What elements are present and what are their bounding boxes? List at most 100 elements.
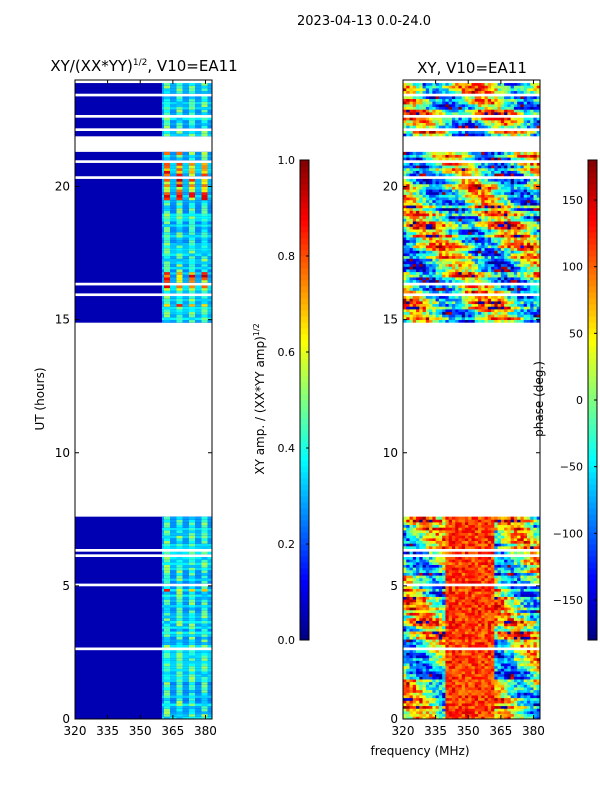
heatmap-cell (429, 585, 433, 589)
heatmap-channel (201, 673, 208, 677)
heatmap-band (161, 519, 212, 523)
heatmap-channel (201, 85, 208, 89)
heatmap-cell (471, 285, 476, 289)
heatmap-cell (455, 593, 459, 597)
heatmap-cell (491, 306, 495, 310)
heatmap-cell (523, 559, 528, 563)
heatmap-cell (442, 253, 446, 257)
heatmap-cell (500, 703, 505, 707)
heatmap-cell (458, 255, 463, 259)
heatmap-cell (406, 716, 410, 720)
heatmap-cell (422, 657, 427, 661)
heatmap-cell (526, 287, 531, 291)
heatmap-channel (163, 285, 170, 289)
heatmap-row (75, 170, 212, 174)
heatmap-band (161, 213, 212, 217)
heatmap-cell (533, 567, 538, 571)
heatmap-cell (504, 306, 508, 310)
heatmap-cell (500, 652, 505, 656)
heatmap-channel (188, 676, 195, 680)
heatmap-cell (494, 679, 498, 683)
heatmap-cell (474, 559, 479, 563)
heatmap-cell (487, 277, 492, 281)
heatmap-cell (530, 545, 534, 549)
heatmap-cell (474, 545, 479, 549)
heatmap-cell (474, 644, 479, 648)
heatmap-cell (435, 708, 440, 712)
heatmap-cell (510, 285, 515, 289)
heatmap-row (75, 234, 212, 238)
heatmap-cell (458, 266, 463, 270)
heatmap-channel (188, 306, 195, 310)
heatmap-cell (445, 711, 450, 715)
heatmap-channel (201, 319, 208, 323)
heatmap-cell (481, 711, 485, 715)
heatmap-cell (530, 601, 534, 605)
heatmap-cell (422, 543, 427, 547)
heatmap-cell (455, 591, 459, 595)
heatmap-cell (474, 311, 479, 315)
heatmap-cell (500, 596, 505, 600)
heatmap-cell (419, 298, 423, 302)
heatmap-cell (409, 671, 414, 675)
heatmap-cell (461, 695, 466, 699)
heatmap-cell (507, 285, 512, 289)
heatmap-cell (432, 569, 437, 573)
heatmap-cell (468, 695, 472, 699)
heatmap-cell (520, 564, 525, 568)
heatmap-cell (448, 687, 453, 691)
heatmap-cell (451, 596, 456, 600)
heatmap-cell (406, 695, 410, 699)
heatmap-cell (520, 577, 525, 581)
heatmap-cell (412, 316, 417, 321)
heatmap-cell (507, 665, 512, 669)
heatmap-row (75, 266, 212, 270)
heatmap-cell (520, 308, 525, 313)
heatmap-cell (504, 639, 508, 643)
heatmap-cell (442, 628, 446, 632)
heatmap-cell (438, 607, 443, 611)
heatmap-cell (533, 639, 538, 643)
heatmap-channel (176, 636, 183, 640)
heatmap-cell (442, 258, 446, 262)
heatmap-cell (406, 681, 410, 685)
heatmap-cell (422, 285, 427, 289)
heatmap-cell (481, 604, 485, 608)
heatmap-cell (530, 559, 534, 563)
heatmap-cell (530, 521, 534, 526)
heatmap-cell (429, 575, 433, 579)
heatmap-band (161, 247, 212, 251)
heatmap-cell (487, 303, 492, 307)
heatmap-cell (517, 612, 521, 616)
heatmap-cell (530, 655, 534, 659)
heatmap-cell (504, 537, 508, 542)
heatmap-cell (445, 274, 450, 278)
heatmap-cell (510, 636, 515, 640)
heatmap-channel (188, 540, 195, 544)
heatmap-cell (478, 535, 482, 539)
heatmap-cell (474, 628, 479, 632)
heatmap-cell (406, 585, 410, 589)
heatmap-cell (517, 705, 521, 709)
heatmap-cell (500, 274, 505, 278)
heatmap-cell (478, 588, 482, 592)
heatmap-cell (432, 617, 437, 621)
heatmap-cell (461, 599, 466, 603)
heatmap-cell (533, 628, 538, 632)
heatmap-cell (445, 308, 450, 313)
heatmap-band (161, 255, 212, 259)
heatmap-channel (201, 580, 208, 584)
heatmap-cell (500, 308, 505, 313)
heatmap-cell (517, 695, 521, 699)
heatmap-cell (416, 540, 420, 544)
heatmap-row (75, 103, 212, 108)
heatmap-channel (176, 537, 183, 542)
heatmap-cell (448, 609, 453, 613)
heatmap-channel (176, 572, 183, 576)
heatmap-row (75, 125, 212, 129)
heatmap-cell (507, 649, 512, 653)
heatmap-cell (458, 308, 463, 313)
heatmap-cell (416, 279, 420, 283)
heatmap-row (75, 687, 212, 691)
heatmap-cell (484, 655, 489, 659)
